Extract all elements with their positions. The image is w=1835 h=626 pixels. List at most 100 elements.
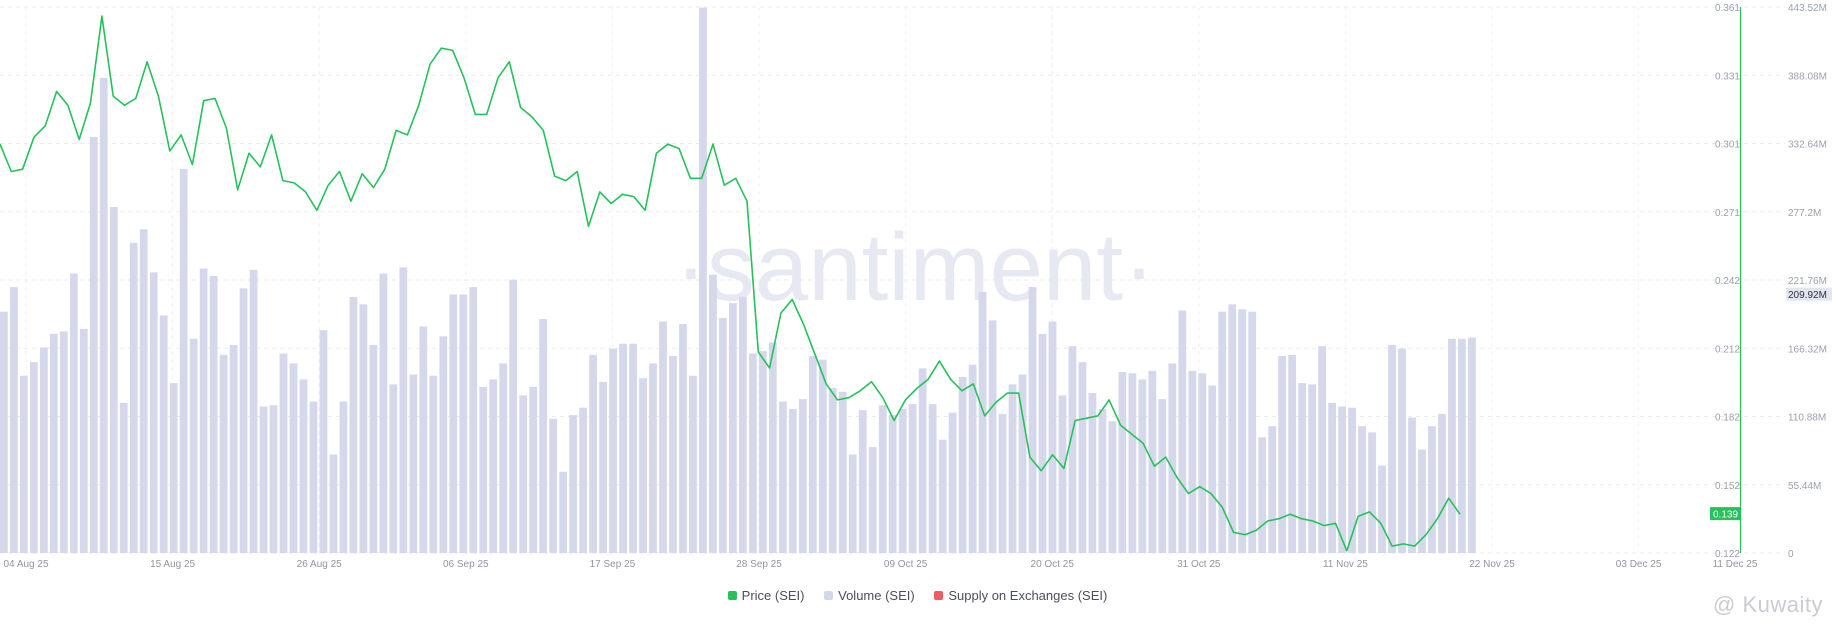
- volume-bar: [129, 242, 138, 554]
- x-tick-label: 20 Oct 25: [1031, 559, 1075, 570]
- volume-bar: [89, 136, 98, 553]
- legend-label-supply: Supply on Exchanges (SEI): [948, 588, 1108, 603]
- volume-bar: [609, 348, 617, 553]
- grid-lines: [0, 6, 1785, 554]
- volume-bar: [1308, 384, 1317, 553]
- volume-bar: [1128, 373, 1137, 553]
- volume-bar: [469, 287, 478, 553]
- volume-bar: [259, 406, 268, 553]
- volume-bar: [1158, 399, 1167, 553]
- santiment-watermark: ·santiment·: [675, 214, 1155, 321]
- legend-item-volume[interactable]: Volume (SEI): [824, 588, 915, 603]
- volume-bar: [379, 273, 388, 553]
- volume-bar: [1098, 408, 1107, 553]
- volume-bar: [1088, 392, 1097, 553]
- volume-bar: [649, 363, 657, 553]
- volume-bar: [539, 319, 548, 553]
- volume-bar: [1038, 333, 1047, 553]
- legend: Price (SEI) Volume (SEI) Supply on Excha…: [0, 588, 1835, 608]
- axes: 0.361 443.52M 0.331 388.08M 0.301 332.64M 0.27…: [3, 3, 1832, 570]
- volume-bar: [29, 362, 38, 553]
- volume-bar: [519, 395, 528, 553]
- volume-bar: [659, 321, 667, 553]
- x-tick-label: 28 Sep 25: [736, 559, 782, 570]
- x-tick-label: 03 Dec 25: [1616, 559, 1662, 570]
- x-tick-label: 11 Dec 25: [1713, 559, 1758, 570]
- volume-bar: [998, 413, 1007, 553]
- legend-item-supply[interactable]: Supply on Exchanges (SEI): [934, 588, 1107, 603]
- volume-bar: [339, 401, 348, 553]
- x-tick-label: 26 Aug 25: [297, 559, 342, 570]
- volume-bar: [109, 207, 118, 554]
- volume-bar: [9, 287, 18, 553]
- volume-bar: [798, 399, 807, 553]
- volume-bar: [459, 294, 468, 553]
- volume-bar: [579, 407, 588, 553]
- volume-bar: [1298, 383, 1307, 553]
- volume-bar: [1398, 348, 1406, 553]
- watermark: ·santiment·: [675, 214, 1155, 321]
- volume-bar: [99, 77, 108, 553]
- volume-bar: [699, 7, 707, 554]
- x-tick-label: 06 Sep 25: [443, 559, 489, 570]
- volume-bar: [1408, 417, 1416, 553]
- volume-bar: [1358, 426, 1366, 553]
- volume-bar: [299, 379, 308, 553]
- volume-bar: [289, 363, 298, 553]
- volume-bar: [1448, 338, 1456, 553]
- volume-bar: [189, 338, 198, 553]
- volume-bar: [788, 408, 797, 553]
- volume-bar: [1078, 362, 1087, 553]
- volume-bar: [1068, 346, 1077, 553]
- volume-bars: [0, 7, 1476, 554]
- volume-bar: [758, 351, 767, 553]
- volume-bar: [1428, 426, 1436, 553]
- volume-bar: [439, 336, 448, 553]
- volume-bar: [1118, 372, 1127, 553]
- price-tick-label: 0.152: [1715, 481, 1740, 492]
- legend-swatch-volume: [824, 591, 834, 600]
- volume-bar: [79, 328, 88, 553]
- current-price-label: 0.139: [1713, 510, 1738, 521]
- volume-tick-label: 0: [1788, 549, 1794, 560]
- volume-tick-label: 388.08M: [1788, 71, 1827, 82]
- volume-bar: [1138, 379, 1147, 553]
- volume-bar: [509, 279, 518, 553]
- volume-bar: [1438, 413, 1446, 553]
- volume-bar: [629, 343, 637, 553]
- legend-label-price: Price (SEI): [741, 588, 805, 603]
- volume-bar: [858, 410, 867, 553]
- volume-bar: [1228, 304, 1237, 553]
- volume-bar: [1318, 346, 1327, 553]
- volume-bar: [1368, 432, 1376, 553]
- legend-item-price[interactable]: Price (SEI): [727, 588, 805, 603]
- volume-bar: [888, 415, 897, 553]
- x-tick-label: 17 Sep 25: [590, 559, 636, 570]
- legend-label-volume: Volume (SEI): [838, 588, 915, 603]
- volume-bar: [269, 405, 278, 553]
- price-series-line: [0, 15, 1461, 552]
- volume-bar: [1168, 363, 1177, 553]
- volume-bar: [119, 402, 128, 553]
- volume-bar: [219, 354, 228, 553]
- current-price-badge: [1710, 507, 1741, 521]
- volume-bar: [49, 333, 58, 553]
- legend-swatch-supply: [934, 591, 944, 600]
- volume-bar: [559, 471, 568, 553]
- volume-bar: [978, 292, 987, 553]
- volume-bar: [59, 331, 68, 553]
- volume-bar: [669, 356, 677, 553]
- volume-bar: [1258, 437, 1267, 553]
- volume-bar: [1288, 354, 1297, 553]
- current-volume-label: 209.92M: [1788, 290, 1827, 301]
- volume-tick-label: 166.32M: [1788, 344, 1827, 355]
- volume-bar: [319, 330, 328, 553]
- volume-bar: [569, 415, 578, 553]
- x-tick-label: 11 Nov 25: [1323, 559, 1368, 570]
- volume-bar: [229, 344, 238, 553]
- volume-bar: [748, 353, 757, 553]
- volume-bar: [489, 379, 498, 553]
- volume-bar: [529, 386, 538, 553]
- volume-bar: [419, 326, 428, 553]
